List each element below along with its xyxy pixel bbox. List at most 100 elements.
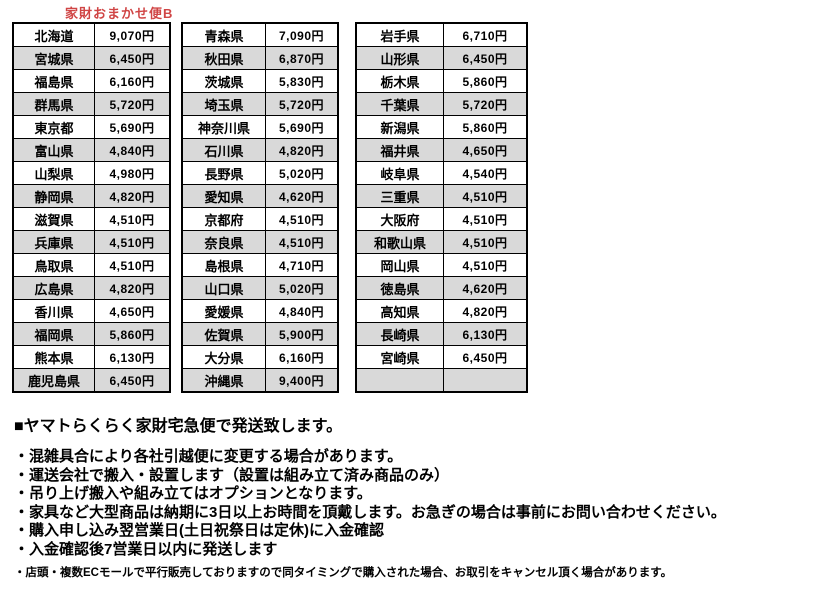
prefecture-cell: 北海道 <box>12 22 95 47</box>
price-cell: 4,820円 <box>94 276 171 300</box>
table-row: 兵庫県 4,510円 <box>12 230 171 254</box>
table-row: 富山県 4,840円 <box>12 138 171 162</box>
prefecture-cell: 沖縄県 <box>181 368 266 393</box>
price-cell: 4,710円 <box>265 253 339 277</box>
price-cell: 6,130円 <box>443 322 528 346</box>
table-row: 長崎県 6,130円 <box>355 322 528 346</box>
prefecture-cell: 鹿児島県 <box>12 368 95 393</box>
fee-table-group-2: 青森県 7,090円 秋田県 6,870円 茨城県 5,830円 埼玉県 5,720円 神奈川県… <box>181 22 339 393</box>
price-cell: 6,710円 <box>443 22 528 47</box>
table-row: 宮崎県 6,450円 <box>355 345 528 369</box>
price-cell: 6,160円 <box>94 69 171 93</box>
prefecture-cell: 香川県 <box>12 299 95 323</box>
prefecture-cell: 群馬県 <box>12 92 95 116</box>
fee-table-group-1: 北海道 9,070円 宮城県 6,450円 福島県 6,160円 群馬県 5,720円 東京都 5… <box>12 22 171 393</box>
shipping-notes: ■ヤマトらくらく家財宅急便で発送致します。 ・混雑具合により各社引越便に変更する… <box>14 412 814 580</box>
table-row: 青森県 7,090円 <box>181 22 339 47</box>
table-row: 滋賀県 4,510円 <box>12 207 171 231</box>
table-row: 宮城県 6,450円 <box>12 46 171 70</box>
table-row: 静岡県 4,820円 <box>12 184 171 208</box>
price-cell: 5,690円 <box>94 115 171 139</box>
prefecture-cell: 茨城県 <box>181 69 266 93</box>
prefecture-cell: 青森県 <box>181 22 266 47</box>
table-row: 和歌山県 4,510円 <box>355 230 528 254</box>
price-cell: 6,450円 <box>443 345 528 369</box>
price-cell: 4,510円 <box>94 253 171 277</box>
table-row: 岐阜県 4,540円 <box>355 161 528 185</box>
table-row: 岡山県 4,510円 <box>355 253 528 277</box>
prefecture-cell: 静岡県 <box>12 184 95 208</box>
table-row: 山形県 6,450円 <box>355 46 528 70</box>
prefecture-cell: 佐賀県 <box>181 322 266 346</box>
table-row: 群馬県 5,720円 <box>12 92 171 116</box>
table-row: 大阪府 4,510円 <box>355 207 528 231</box>
prefecture-cell: 兵庫県 <box>12 230 95 254</box>
price-cell: 4,620円 <box>265 184 339 208</box>
note-bullet: ・購入申し込み翌営業日(土日祝祭日は定休)に入金確認 <box>14 522 384 539</box>
price-cell: 5,690円 <box>265 115 339 139</box>
table-row: 千葉県 5,720円 <box>355 92 528 116</box>
note-bullet: ・入金確認後7営業日以内に発送します <box>14 540 278 558</box>
price-cell: 4,510円 <box>265 230 339 254</box>
note-bullet: ・混雑具合により各社引越便に変更する場合があります。 <box>14 448 403 465</box>
prefecture-cell: 福井県 <box>355 138 444 162</box>
price-cell: 5,020円 <box>265 161 339 185</box>
price-cell: 4,510円 <box>94 230 171 254</box>
table-row: 石川県 4,820円 <box>181 138 339 162</box>
table-row: 奈良県 4,510円 <box>181 230 339 254</box>
note-bullet: ・家具など大型商品は納期に3日以上お時間を頂戴します。お急ぎの場合は事前にお問い… <box>14 503 726 521</box>
price-cell: 4,540円 <box>443 161 528 185</box>
price-cell: 5,900円 <box>265 322 339 346</box>
table-row: 福井県 4,650円 <box>355 138 528 162</box>
price-cell: 5,720円 <box>443 92 528 116</box>
table-row <box>355 368 528 393</box>
price-cell: 5,020円 <box>265 276 339 300</box>
prefecture-cell <box>355 368 444 393</box>
price-cell: 4,820円 <box>443 299 528 323</box>
prefecture-cell: 福岡県 <box>12 322 95 346</box>
table-row: 東京都 5,690円 <box>12 115 171 139</box>
prefecture-cell: 徳島県 <box>355 276 444 300</box>
prefecture-cell: 京都府 <box>181 207 266 231</box>
price-cell: 6,130円 <box>94 345 171 369</box>
price-cell: 4,510円 <box>443 253 528 277</box>
table-row: 山梨県 4,980円 <box>12 161 171 185</box>
prefecture-cell: 大分県 <box>181 345 266 369</box>
price-cell: 5,860円 <box>94 322 171 346</box>
prefecture-cell: 岩手県 <box>355 22 444 47</box>
prefecture-cell: 三重県 <box>355 184 444 208</box>
price-cell: 5,860円 <box>443 69 528 93</box>
prefecture-cell: 石川県 <box>181 138 266 162</box>
notes-footnote: ・店頭・複数ECモールで平行販売しておりますので同タイミングで購入された場合、お… <box>14 567 673 579</box>
prefecture-cell: 千葉県 <box>355 92 444 116</box>
prefecture-cell: 富山県 <box>12 138 95 162</box>
table-row: 岩手県 6,710円 <box>355 22 528 47</box>
prefecture-cell: 島根県 <box>181 253 266 277</box>
table-row: 秋田県 6,870円 <box>181 46 339 70</box>
price-cell: 6,870円 <box>265 46 339 70</box>
note-bullet: ・運送会社で搬入・設置します（設置は組み立て済み商品のみ） <box>14 466 450 484</box>
prefecture-cell: 栃木県 <box>355 69 444 93</box>
table-row: 高知県 4,820円 <box>355 299 528 323</box>
table-row: 山口県 5,020円 <box>181 276 339 300</box>
prefecture-cell: 奈良県 <box>181 230 266 254</box>
price-cell: 5,720円 <box>94 92 171 116</box>
price-cell <box>443 368 528 393</box>
shipping-table-title: 家財おまかせ便B <box>65 6 174 21</box>
prefecture-cell: 秋田県 <box>181 46 266 70</box>
price-cell: 9,070円 <box>94 22 171 47</box>
table-row: 栃木県 5,860円 <box>355 69 528 93</box>
table-row: 長野県 5,020円 <box>181 161 339 185</box>
table-row: 茨城県 5,830円 <box>181 69 339 93</box>
price-cell: 4,840円 <box>265 299 339 323</box>
prefecture-cell: 愛媛県 <box>181 299 266 323</box>
table-row: 愛媛県 4,840円 <box>181 299 339 323</box>
price-cell: 6,160円 <box>265 345 339 369</box>
prefecture-cell: 新潟県 <box>355 115 444 139</box>
prefecture-cell: 東京都 <box>12 115 95 139</box>
table-row: 島根県 4,710円 <box>181 253 339 277</box>
price-cell: 4,510円 <box>265 207 339 231</box>
table-row: 愛知県 4,620円 <box>181 184 339 208</box>
price-cell: 5,860円 <box>443 115 528 139</box>
